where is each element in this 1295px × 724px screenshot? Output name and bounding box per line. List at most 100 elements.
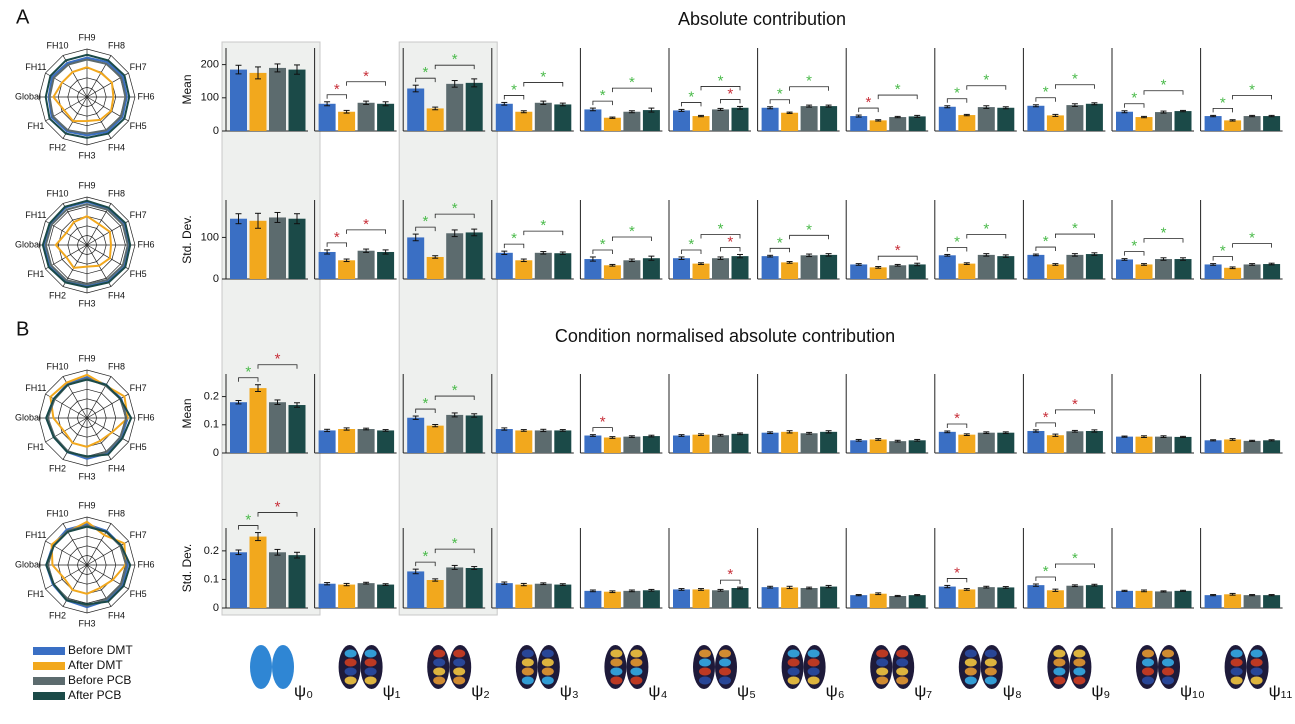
error-bar [520, 582, 527, 587]
error-bar [255, 384, 261, 392]
bar [515, 430, 533, 453]
bar [584, 109, 602, 131]
significance-bracket [946, 247, 968, 252]
significance-bracket [681, 249, 702, 254]
error-bar [914, 438, 921, 442]
radar-line [52, 66, 115, 123]
bar [249, 536, 267, 608]
bar [673, 258, 690, 279]
error-bar [501, 101, 508, 106]
significance-bracket [1232, 243, 1272, 248]
bar [357, 250, 375, 279]
significance-star: * [954, 564, 960, 581]
error-bar [363, 427, 370, 431]
brain-blob [453, 676, 466, 685]
brain-blob [699, 649, 711, 658]
significance-star: * [727, 233, 733, 250]
error-bar [983, 585, 990, 589]
error-bar [255, 532, 261, 542]
bar [288, 69, 306, 131]
error-bar [1210, 439, 1217, 442]
legend-label: After PCB [68, 688, 121, 702]
bar [338, 260, 356, 279]
significance-bracket [346, 81, 386, 86]
significance-bracket [1212, 256, 1233, 261]
error-bar [698, 262, 704, 265]
brain-blob [876, 676, 889, 685]
brain-blob [1073, 649, 1086, 658]
error-bar [1180, 589, 1186, 592]
significance-star: * [688, 88, 694, 105]
radar-spoke [86, 376, 112, 419]
bar [850, 595, 868, 608]
bar [584, 590, 602, 608]
error-bar [235, 64, 242, 75]
significance-bracket [946, 98, 968, 103]
significance-bracket [612, 236, 652, 241]
bar [318, 583, 336, 608]
radar-line [41, 199, 132, 289]
brain-blob [1230, 676, 1243, 685]
brain-blob [541, 676, 554, 685]
significance-bracket [257, 512, 298, 517]
error-bar [609, 263, 616, 267]
significance-bracket [1143, 90, 1184, 95]
bar [977, 107, 995, 131]
error-bar [609, 116, 616, 119]
y-tick-label: 0.1 [204, 419, 219, 431]
brain-blob [364, 676, 377, 685]
y-tick-label: 0 [213, 602, 219, 614]
error-bar [1141, 589, 1147, 593]
significance-star: * [511, 81, 517, 98]
bar [377, 584, 395, 608]
error-bar [1091, 102, 1098, 106]
error-bar [412, 84, 419, 93]
error-bar [1249, 439, 1256, 442]
radar-axis-label: Global [15, 412, 41, 422]
bar [1046, 590, 1064, 608]
radar-axis-label: FH8 [108, 40, 125, 50]
bar [1243, 440, 1261, 453]
brain-image [870, 645, 915, 689]
error-bar [1052, 113, 1059, 117]
brain-image [781, 645, 826, 689]
significance-star: * [423, 213, 429, 230]
radar-axis-label: FH4 [108, 290, 125, 300]
significance-bracket [1035, 422, 1056, 427]
bar [731, 588, 749, 608]
brain-blob [1053, 676, 1066, 685]
error-bar [294, 64, 300, 75]
brain-blob [876, 658, 889, 667]
brain-blob [876, 667, 889, 676]
category-label: ψ₆ [826, 681, 845, 700]
brain-image [515, 645, 560, 689]
error-bar [274, 211, 281, 223]
significance-star: * [718, 220, 724, 237]
radar-line [47, 56, 128, 137]
legend-label: Before DMT [68, 643, 133, 657]
radar-axis-label: FH4 [108, 463, 125, 473]
error-bar [628, 589, 635, 593]
brain-blob [630, 676, 643, 685]
radar-axis-label: FH5 [130, 269, 147, 279]
radar-axis-label: FH6 [137, 91, 154, 101]
brain-blob [964, 676, 977, 685]
bar [554, 584, 572, 608]
category-label: ψ₉ [1091, 681, 1110, 700]
significance-bracket [523, 230, 564, 236]
error-bar [806, 253, 813, 258]
radar-line [54, 215, 113, 269]
error-bar [717, 588, 724, 592]
significance-star: * [1043, 233, 1049, 250]
error-bar [1160, 435, 1167, 438]
legend-swatch [33, 677, 65, 685]
bar [889, 117, 907, 131]
significance-bracket [1055, 563, 1095, 568]
bar [1116, 111, 1133, 131]
error-bar [382, 101, 389, 107]
bar [908, 116, 926, 131]
bar [603, 265, 621, 279]
radar-line [45, 378, 133, 458]
significance-star: * [452, 200, 458, 217]
